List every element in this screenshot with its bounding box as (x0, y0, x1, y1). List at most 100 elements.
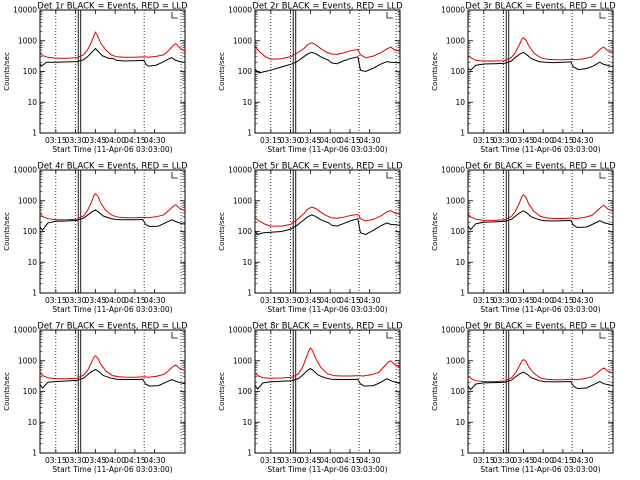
x-axis-label: Start Time (11-Apr-06 03:03:00) (52, 465, 172, 474)
x-axis-label: Start Time (11-Apr-06 03:03:00) (480, 305, 600, 314)
y-tick-label: 10000 (441, 6, 465, 15)
y-tick-label: 1 (247, 129, 252, 138)
panel-title: Det 1r BLACK = Events, RED = LLD (37, 2, 188, 12)
panel-title: Det 8r BLACK = Events, RED = LLD (252, 322, 403, 332)
x-tick-label: 04:30 (359, 296, 381, 305)
lld-series-line (254, 347, 401, 379)
corner-marker (599, 12, 606, 19)
y-axis-label: Counts/sec (3, 52, 11, 91)
time-window-box (505, 329, 510, 454)
events-series-line (39, 209, 186, 232)
lld-series-line (467, 358, 614, 383)
y-tick-label: 1 (32, 449, 37, 458)
time-window-box (292, 169, 297, 294)
x-tick-label: 04:15 (552, 296, 574, 305)
corner-marker (171, 12, 178, 19)
x-tick-label: 04:15 (124, 296, 146, 305)
events-series-line (39, 368, 186, 389)
time-window-box (505, 9, 510, 134)
panel-title: Det 7r BLACK = Events, RED = LLD (37, 322, 188, 332)
x-tick-label: 03:15 (260, 136, 282, 145)
x-tick-label: 04:15 (339, 136, 361, 145)
corner-marker (386, 332, 393, 339)
y-tick-label: 10000 (228, 326, 252, 335)
chart-panel-2r: Det 2r BLACK = Events, RED = LLD 1 10 100 10… (218, 2, 403, 155)
y-tick-label: 100 (23, 67, 38, 76)
y-axis-label: Counts/sec (218, 212, 226, 251)
y-tick-label: 10000 (13, 166, 37, 175)
x-tick-label: 03:30 (280, 136, 302, 145)
time-window-box (505, 169, 510, 294)
y-tick-label: 10 (242, 418, 252, 427)
x-tick-label: 03:45 (300, 456, 322, 465)
x-tick-label: 03:45 (85, 136, 107, 145)
x-tick-label: 03:15 (260, 296, 282, 305)
x-tick-label: 03:30 (65, 136, 87, 145)
y-tick-label: 10000 (441, 326, 465, 335)
y-tick-label: 1 (247, 449, 252, 458)
x-tick-label: 03:45 (513, 296, 535, 305)
x-tick-label: 03:30 (65, 456, 87, 465)
corner-marker (171, 172, 178, 179)
panel-title: Det 9r BLACK = Events, RED = LLD (465, 322, 616, 332)
x-axis-label: Start Time (11-Apr-06 03:03:00) (267, 145, 387, 154)
x-axis-label: Start Time (11-Apr-06 03:03:00) (267, 465, 387, 474)
y-tick-label: 1 (32, 289, 37, 298)
lld-series-line (467, 37, 614, 62)
y-tick-label: 10 (27, 258, 37, 267)
chart-panel-8r: Det 8r BLACK = Events, RED = LLD 1 10 100 10… (218, 322, 403, 475)
x-tick-label: 03:15 (45, 456, 67, 465)
x-tick-label: 04:00 (104, 296, 126, 305)
x-tick-label: 03:45 (513, 136, 535, 145)
chart-panel-9r: Det 9r BLACK = Events, RED = LLD 1 10 100 10… (431, 322, 616, 475)
time-window-box (292, 9, 297, 134)
x-tick-label: 04:00 (532, 136, 554, 145)
chart-panel-1r: Det 1r BLACK = Events, RED = LLD 1 10 100 10… (3, 2, 188, 155)
time-window-box (77, 329, 82, 454)
y-tick-label: 1000 (18, 356, 37, 365)
x-tick-label: 04:30 (144, 136, 166, 145)
x-tick-label: 03:15 (260, 456, 282, 465)
x-axis-label: Start Time (11-Apr-06 03:03:00) (52, 145, 172, 154)
y-tick-label: 100 (23, 227, 38, 236)
plot-frame (254, 329, 401, 454)
x-axis-label: Start Time (11-Apr-06 03:03:00) (480, 465, 600, 474)
y-tick-label: 10000 (13, 326, 37, 335)
x-tick-label: 04:00 (532, 296, 554, 305)
plot-frame (467, 329, 614, 454)
y-tick-label: 1000 (446, 356, 465, 365)
chart-panel-3r: Det 3r BLACK = Events, RED = LLD 1 10 100 10… (431, 2, 616, 155)
y-tick-label: 10000 (441, 166, 465, 175)
y-axis-label: Counts/sec (431, 52, 439, 91)
y-tick-label: 1000 (18, 196, 37, 205)
x-tick-label: 03:45 (85, 456, 107, 465)
events-series-line (254, 367, 401, 390)
y-tick-label: 10 (455, 98, 465, 107)
x-tick-label: 04:00 (532, 456, 554, 465)
y-tick-label: 1000 (446, 36, 465, 45)
x-tick-label: 03:30 (280, 296, 302, 305)
corner-marker (386, 172, 393, 179)
x-tick-label: 03:30 (280, 456, 302, 465)
y-tick-label: 1000 (233, 356, 252, 365)
x-tick-label: 04:00 (104, 136, 126, 145)
y-tick-label: 100 (238, 387, 253, 396)
y-tick-label: 10 (455, 418, 465, 427)
events-series-line (39, 47, 185, 67)
x-tick-label: 03:15 (473, 136, 495, 145)
x-tick-label: 03:45 (300, 296, 322, 305)
x-tick-label: 04:15 (552, 456, 574, 465)
x-tick-label: 03:15 (473, 296, 495, 305)
y-tick-label: 10 (27, 418, 37, 427)
chart-panel-4r: Det 4r BLACK = Events, RED = LLD 1 10 100 10… (3, 162, 188, 315)
y-axis-label: Counts/sec (218, 52, 226, 91)
y-axis-label: Counts/sec (3, 212, 11, 251)
y-tick-label: 1 (460, 449, 465, 458)
y-tick-label: 10 (242, 98, 252, 107)
panel-title: Det 5r BLACK = Events, RED = LLD (252, 162, 403, 172)
chart-panel-6r: Det 6r BLACK = Events, RED = LLD 1 10 100 10… (431, 162, 616, 315)
plot-frame (39, 9, 186, 134)
x-tick-label: 04:30 (144, 296, 166, 305)
y-tick-label: 100 (451, 387, 466, 396)
plot-frame (467, 169, 614, 294)
